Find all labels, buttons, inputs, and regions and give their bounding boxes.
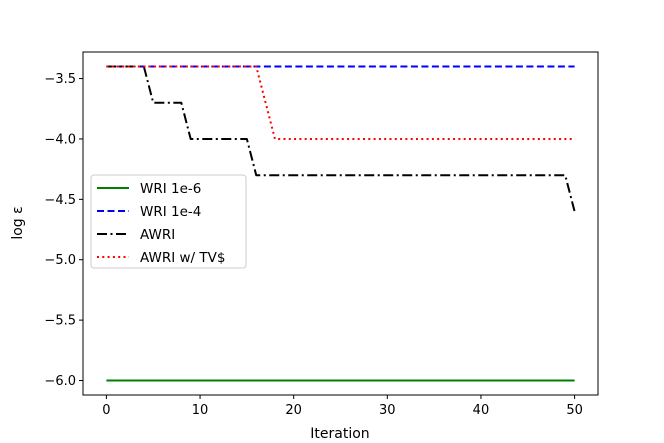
legend-label-1: WRI 1e-4 bbox=[140, 204, 201, 220]
y-tick-label: −6.0 bbox=[44, 374, 76, 389]
y-tick-label: −4.0 bbox=[44, 132, 76, 147]
x-tick-label: 10 bbox=[192, 403, 209, 418]
legend-label-2: AWRI bbox=[140, 227, 175, 243]
y-tick-label: −5.5 bbox=[44, 314, 76, 329]
x-tick-label: 40 bbox=[473, 403, 490, 418]
series-layer bbox=[106, 65, 576, 382]
plot-frame bbox=[82, 51, 599, 396]
x-ticks: 0 10 20 30 40 50 bbox=[102, 395, 583, 418]
legend-label-3: AWRI w/ TV$ bbox=[140, 250, 225, 266]
y-tick-label: −3.5 bbox=[44, 72, 76, 87]
y-axis-label: log ε bbox=[10, 206, 26, 239]
y-tick-label: −5.0 bbox=[44, 253, 76, 268]
x-tick-label: 50 bbox=[566, 403, 583, 418]
legend-label-0: WRI 1e-6 bbox=[140, 181, 201, 197]
y-ticks: −6.0 −5.5 −5.0 −4.5 −4.0 −3.5 bbox=[44, 72, 83, 389]
y-tick-label: −4.5 bbox=[44, 193, 76, 208]
series-line-3 bbox=[106, 65, 575, 140]
x-tick-label: 20 bbox=[285, 403, 302, 418]
x-axis-label: Iteration bbox=[310, 426, 369, 442]
legend-box bbox=[90, 174, 247, 269]
x-tick-label: 30 bbox=[379, 403, 396, 418]
series-line-2 bbox=[106, 65, 576, 212]
legend: WRI 1e-6 WRI 1e-4 AWRI AWRI w/ TV$ bbox=[90, 174, 247, 269]
x-tick-label: 0 bbox=[102, 403, 110, 418]
